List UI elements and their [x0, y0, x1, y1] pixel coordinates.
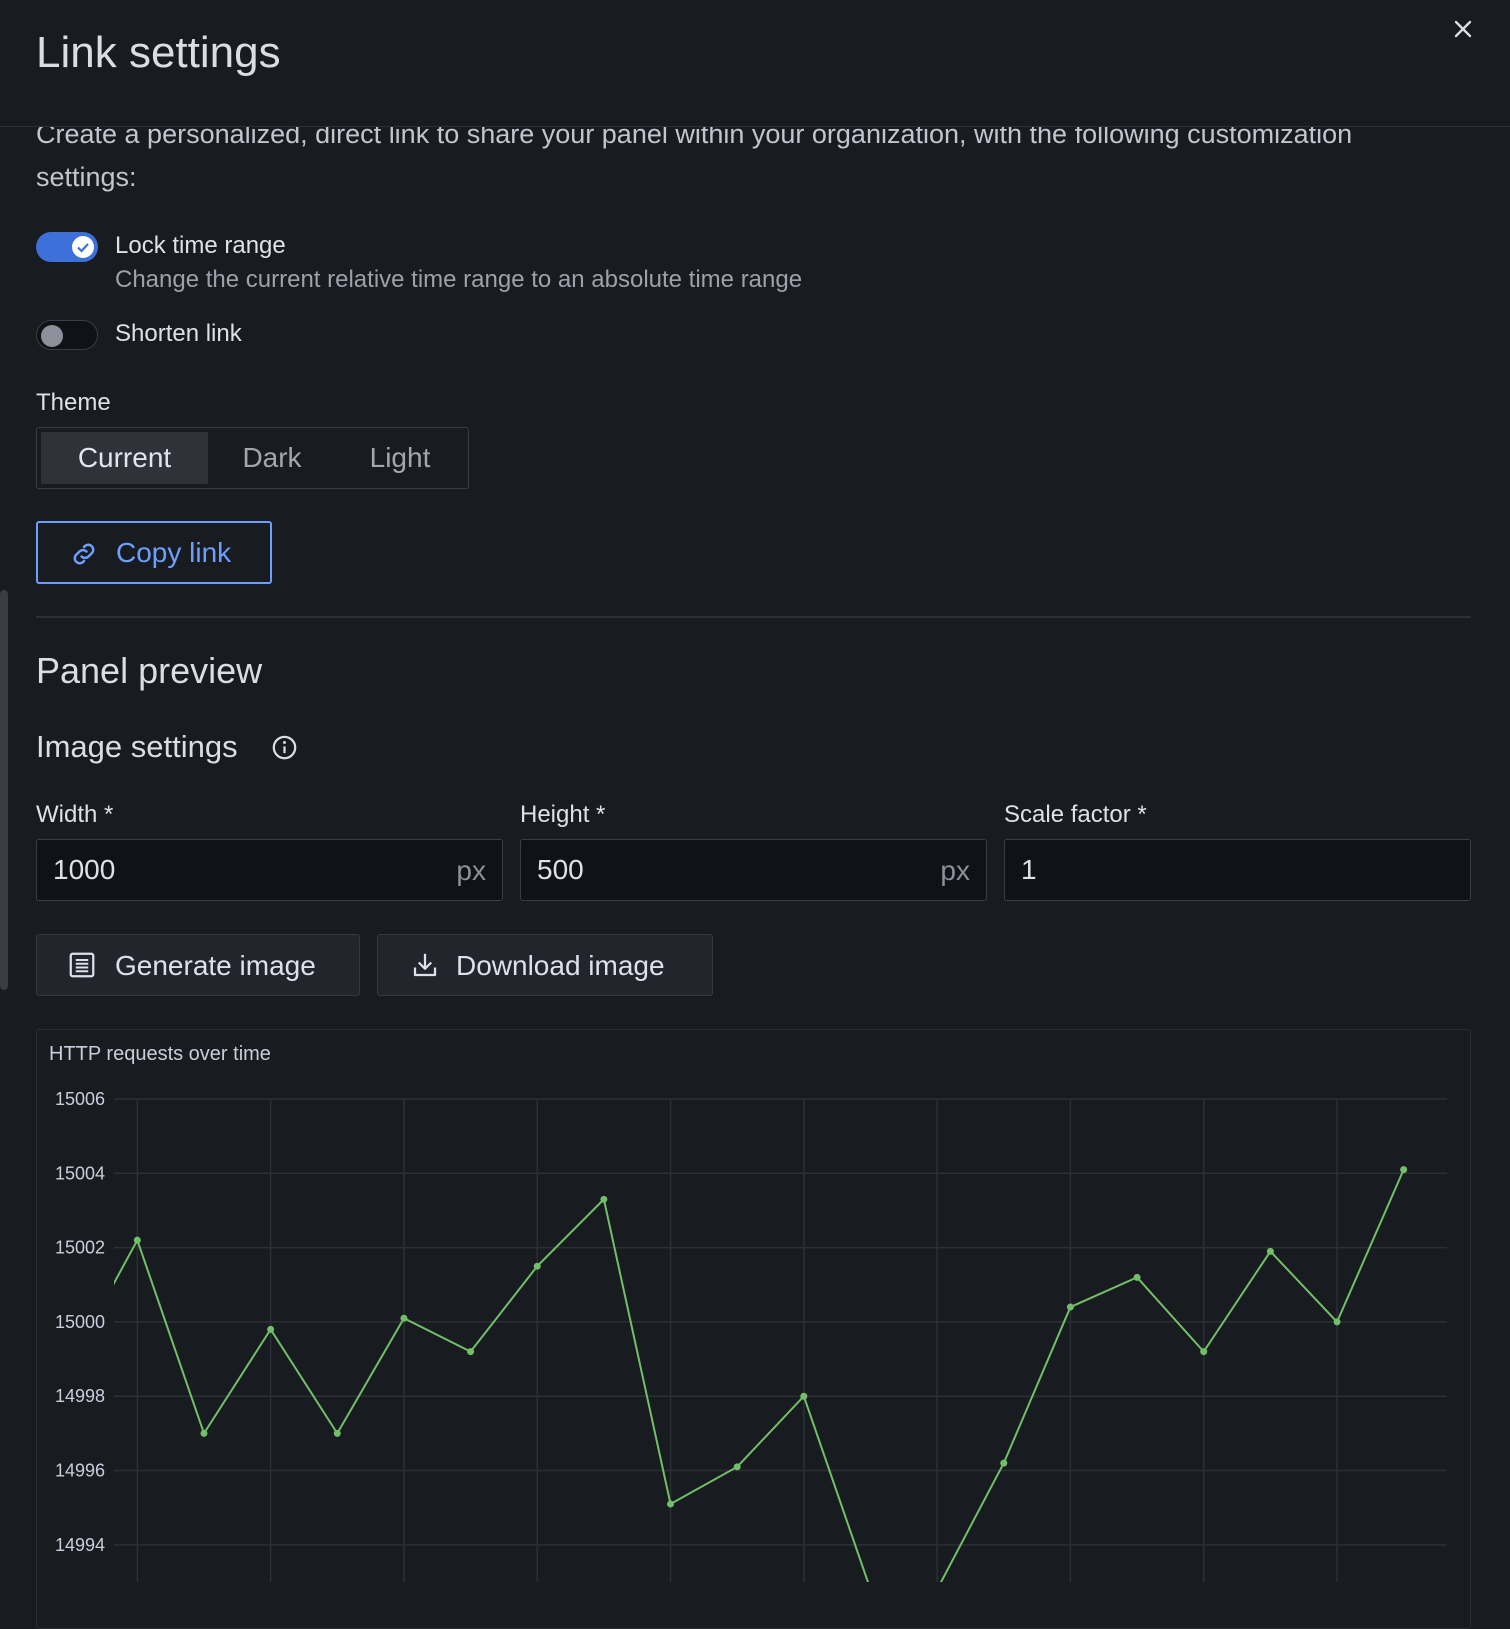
dialog-title: Link settings	[36, 28, 281, 77]
chart-panel	[36, 1029, 1471, 1629]
button-label: Generate image	[115, 950, 316, 981]
toggle-label: Lock time range	[115, 232, 286, 259]
theme-label: Theme	[36, 389, 111, 416]
theme-selector: Current Dark Light	[36, 427, 469, 489]
link-icon	[73, 543, 95, 565]
field-label: Height *	[520, 801, 606, 828]
divider	[36, 616, 1471, 618]
theme-option[interactable]: Current	[41, 432, 208, 484]
header: Link settings	[0, 0, 1510, 127]
toggle[interactable]	[36, 232, 98, 262]
input-unit: px	[940, 855, 970, 886]
input[interactable]: 1	[1004, 839, 1471, 901]
download-button[interactable]: Download image	[377, 934, 713, 996]
button-label: Copy link	[116, 537, 232, 568]
field-label: Scale factor *	[1004, 801, 1147, 828]
toggle[interactable]	[36, 320, 98, 350]
generate-icon	[69, 952, 95, 978]
toggle-description: Change the current relative time range t…	[115, 266, 803, 293]
input-value: 500	[537, 854, 584, 885]
generate-button[interactable]: Generate image	[36, 934, 360, 996]
download-icon	[413, 953, 437, 977]
subsection-title: Image settings	[36, 729, 238, 764]
info-icon[interactable]	[271, 734, 298, 761]
theme-option[interactable]: Light	[369, 442, 431, 473]
section-title: Panel preview	[36, 650, 263, 691]
button-label: Download image	[456, 950, 665, 981]
scrollbar[interactable]	[0, 590, 8, 990]
toggle-label: Shorten link	[115, 320, 242, 347]
close-button[interactable]	[1450, 16, 1476, 42]
input-value: 1	[1021, 854, 1037, 885]
input-value: 1000	[53, 854, 116, 885]
theme-option[interactable]: Dark	[242, 442, 302, 473]
input-unit: px	[456, 855, 486, 886]
field-label: Width *	[36, 801, 114, 828]
input[interactable]: 500 px	[520, 839, 987, 901]
input[interactable]: 1000 px	[36, 839, 503, 901]
copy-link-button[interactable]: Copy link	[36, 521, 272, 584]
